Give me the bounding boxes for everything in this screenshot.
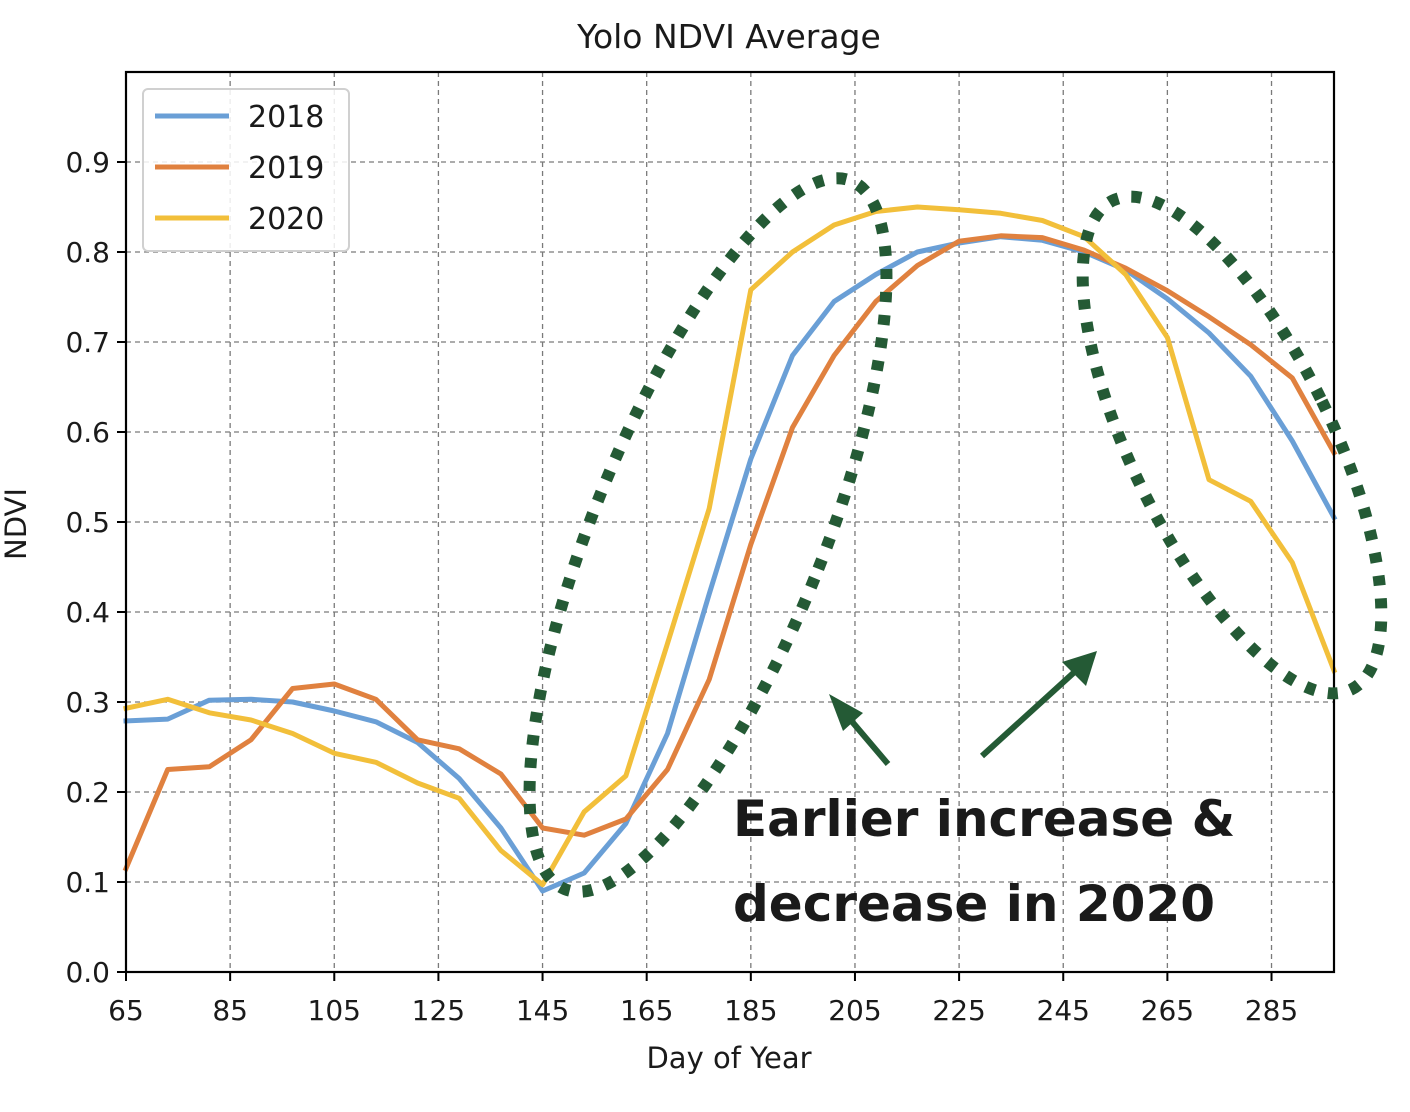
x-tick-label: 105	[308, 994, 361, 1027]
y-tick-label: 0.7	[65, 326, 110, 359]
arrow-right-head-icon	[1062, 651, 1097, 686]
x-tick-label: 205	[828, 994, 881, 1027]
x-tick-label: 285	[1245, 994, 1298, 1027]
y-tick-label: 0.8	[65, 236, 110, 269]
x-tick-label: 225	[932, 994, 985, 1027]
y-tick-label: 0.0	[65, 956, 110, 989]
series-line-2018	[123, 234, 1338, 894]
tick-layer: 65 85 105 125 145 165 185 205 225 245 265 285 0.0 0.1…	[65, 146, 1298, 1027]
x-tick-label: 245	[1037, 994, 1090, 1027]
legend-label-2018: 2018	[248, 100, 324, 135]
x-tick-label: 145	[516, 994, 569, 1027]
y-axis-title: NDVI	[0, 488, 33, 560]
x-tick-label: 65	[108, 994, 144, 1027]
x-tick-label: 125	[412, 994, 465, 1027]
y-tick-label: 0.9	[65, 146, 110, 179]
arrow-left-head-icon	[829, 694, 863, 731]
annotation-text-line-1: Earlier increase &	[733, 790, 1235, 848]
series-line-2020	[123, 204, 1338, 888]
chart-title: Yolo NDVI Average	[576, 17, 881, 56]
legend-label-2020: 2020	[248, 202, 324, 237]
arrow-right-shaft	[979, 664, 1083, 759]
x-tick-label: 265	[1141, 994, 1194, 1027]
x-axis-title: Day of Year	[646, 1041, 811, 1075]
x-tick-label: 85	[212, 994, 248, 1027]
y-tick-label: 0.6	[65, 416, 110, 449]
y-tick-label: 0.1	[65, 866, 110, 899]
legend: 2018 2019 2020	[142, 88, 350, 252]
x-tick-label: 185	[724, 994, 777, 1027]
series-layer	[122, 204, 1338, 894]
y-tick-label: 0.3	[65, 686, 110, 719]
y-tick-label: 0.4	[65, 596, 110, 629]
legend-label-2019: 2019	[248, 151, 324, 186]
x-tick-label: 165	[620, 994, 673, 1027]
annotation-text-line-2: decrease in 2020	[733, 875, 1215, 933]
y-tick-label: 0.5	[65, 506, 110, 539]
series-line-2019	[122, 233, 1338, 872]
legend-box	[142, 88, 350, 252]
rise-highlight-ellipse	[523, 172, 893, 898]
y-tick-label: 0.2	[65, 776, 110, 809]
